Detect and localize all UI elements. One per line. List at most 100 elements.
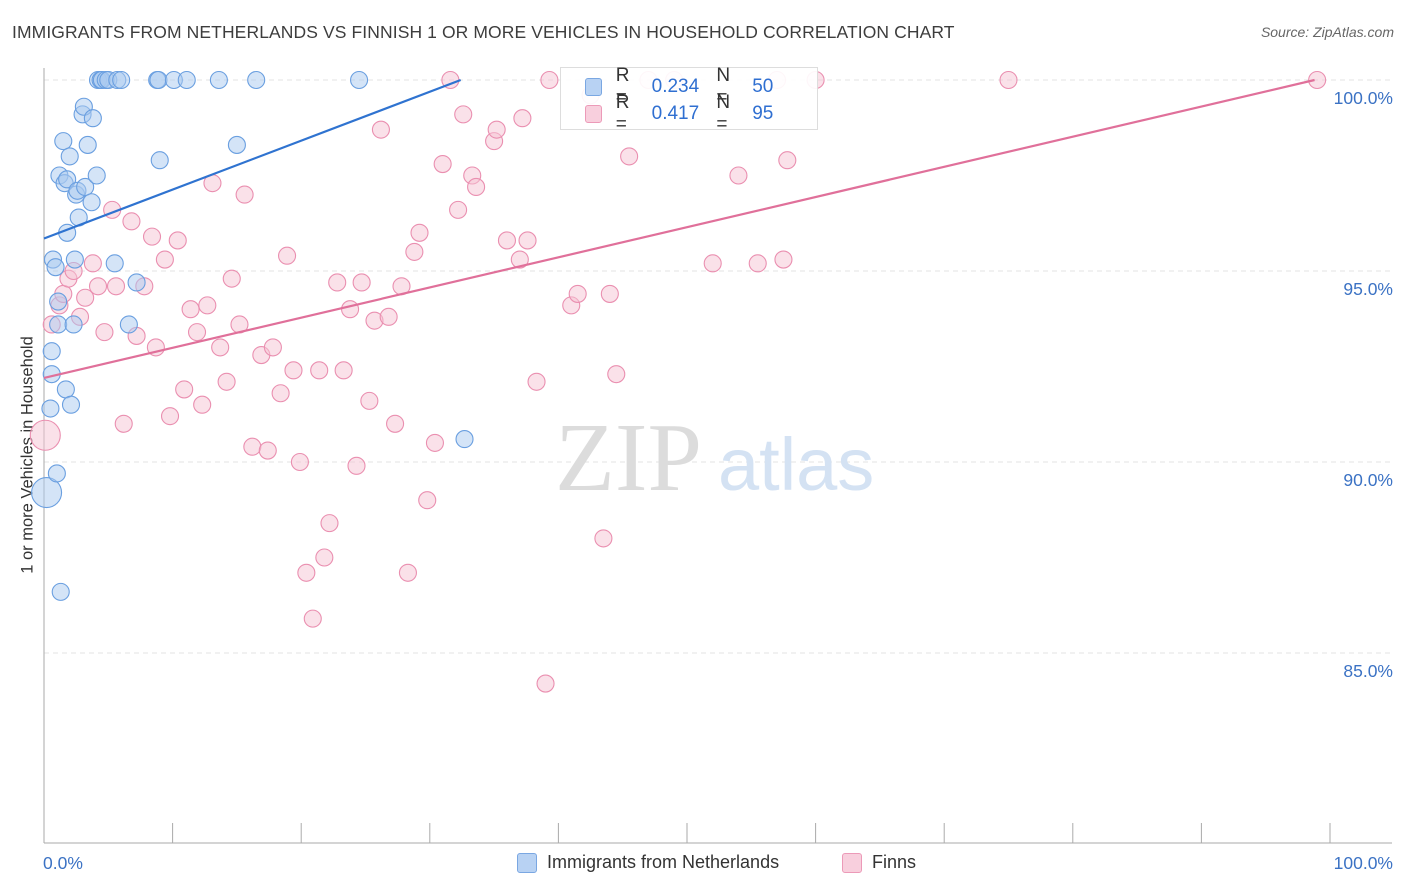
finns-point — [347, 456, 366, 475]
legend-r-label: R = — [615, 65, 630, 108]
y-tick-label: 90.0% — [1343, 470, 1393, 490]
finns-point — [88, 277, 108, 296]
finns-point — [187, 323, 207, 342]
y-tick-label: 100.0% — [1334, 88, 1393, 108]
netherlands-point — [47, 464, 66, 483]
netherlands-points — [31, 70, 474, 601]
bottom-legend-label: Immigrants from Netherlands — [547, 852, 780, 872]
finns-point — [620, 147, 639, 166]
netherlands-point — [177, 70, 196, 90]
y-tick-label: 95.0% — [1343, 279, 1393, 299]
netherlands-point — [60, 147, 79, 166]
netherlands-point — [350, 70, 369, 90]
netherlands-point — [83, 109, 102, 128]
finns-point — [263, 338, 282, 357]
netherlands-point — [127, 273, 146, 292]
finns-point — [83, 254, 102, 273]
netherlands-point — [56, 380, 75, 399]
finns-point — [425, 433, 444, 452]
netherlands-point — [64, 315, 83, 334]
netherlands-point — [105, 254, 124, 273]
trend-lines — [43, 78, 1315, 380]
finns-point — [303, 609, 322, 628]
x-tick-label: 100.0% — [1334, 853, 1393, 873]
netherlands-point — [150, 151, 169, 170]
finns-point — [310, 361, 329, 380]
finns-point — [379, 307, 398, 326]
chart-title: IMMIGRANTS FROM NETHERLANDS VS FINNISH 1… — [12, 22, 955, 42]
finns-point — [271, 384, 290, 403]
finns-points — [29, 70, 1327, 693]
finns-point — [198, 296, 217, 315]
netherlands-point — [112, 70, 131, 90]
finns-point — [258, 441, 277, 460]
finns-point — [703, 254, 722, 273]
netherlands-point — [42, 342, 61, 361]
finns-point — [328, 273, 347, 292]
netherlands-point — [149, 70, 168, 90]
x-tick-labels: 0.0% 100.0% — [43, 853, 1393, 873]
netherlands-point — [87, 166, 106, 185]
finns-point — [540, 70, 559, 90]
netherlands-point — [209, 70, 228, 90]
netherlands-point — [51, 582, 70, 601]
legend-n-value: 95 — [752, 103, 774, 124]
netherlands-point — [247, 70, 266, 90]
finns-point — [410, 223, 429, 242]
finns-point — [235, 185, 254, 204]
finns-point — [168, 231, 187, 250]
grid-lines — [44, 79, 1392, 654]
finns-point — [29, 419, 61, 451]
finns-point — [405, 242, 424, 261]
finns-point — [748, 254, 767, 273]
legend-n-label: N = — [716, 92, 731, 135]
zipatlas-watermark: ZIP atlas — [555, 404, 874, 512]
netherlands-point — [31, 477, 63, 509]
watermark-zip: ZIP — [555, 404, 702, 512]
finns-point — [774, 250, 793, 269]
netherlands-point — [61, 395, 81, 414]
x-tick-label: 0.0% — [43, 853, 83, 873]
finns-point — [341, 300, 360, 319]
netherlands-point — [76, 177, 95, 197]
finns-point — [320, 514, 339, 533]
finns-point — [217, 372, 236, 391]
netherlands-point — [65, 250, 84, 269]
finns-point — [290, 452, 309, 472]
finns-point — [352, 273, 371, 292]
y-tick-label: 85.0% — [1343, 661, 1393, 681]
finns-point — [487, 120, 506, 139]
finns-point — [284, 361, 303, 380]
finns-point — [510, 250, 529, 269]
bottom-swatch-blue — [517, 852, 537, 873]
finns-point — [454, 105, 473, 124]
finns-point — [536, 674, 555, 693]
finns-point — [315, 548, 334, 567]
finns-point — [999, 70, 1018, 90]
finns-point — [513, 109, 532, 128]
finns-point — [106, 277, 126, 296]
finns-point — [418, 491, 437, 510]
finns-point — [211, 338, 230, 357]
finns-point — [193, 395, 212, 414]
finns-point — [160, 407, 180, 426]
netherlands-point — [46, 258, 65, 277]
finns-point — [360, 391, 379, 410]
finns-point — [181, 300, 200, 319]
netherlands-point — [49, 315, 68, 334]
netherlands-point — [82, 193, 101, 212]
finns-point — [155, 250, 174, 269]
finns-point — [449, 200, 468, 219]
legend-row-finns: R = 0.417 N = 95 — [561, 92, 817, 135]
finns-point — [76, 288, 95, 307]
netherlands-point — [78, 135, 97, 154]
source-credit: Source: ZipAtlas.com — [1260, 24, 1394, 40]
finns-point — [729, 166, 748, 185]
finns-point — [1308, 70, 1327, 90]
finns-point — [433, 154, 452, 174]
legend-r-value: 0.417 — [651, 103, 700, 124]
finns-point — [243, 437, 262, 456]
netherlands-point — [227, 135, 246, 154]
finns-point — [95, 323, 114, 342]
